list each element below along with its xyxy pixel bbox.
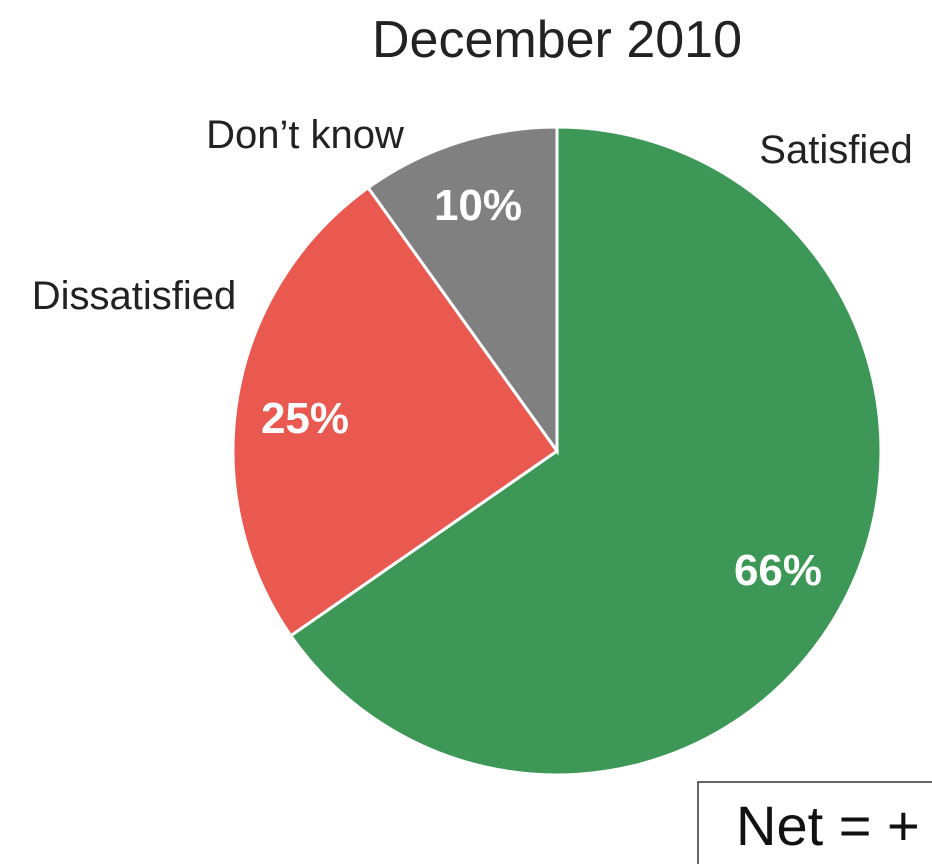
net-annotation: Net = + [697,781,932,864]
percent-labels: 66% 25% 10% [261,181,822,595]
pie-slice-satisfied [288,125,883,777]
pie-slice-dont-know [366,125,559,456]
chart-title: December 2010 [372,11,742,69]
value-label-dont-know: 10% [434,181,522,230]
pie-slice-dissatisfied [231,185,560,638]
category-label-dont-know: Don’t know [206,113,404,157]
category-labels: Satisfied Dissatisfied Don’t know [32,113,913,318]
slices-layer [231,125,883,777]
net-text: Net = + [736,794,920,857]
value-label-dissatisfied: 25% [261,394,349,443]
net-box [697,781,932,864]
category-label-dissatisfied: Dissatisfied [32,274,237,318]
category-label-satisfied: Satisfied [759,128,912,172]
value-label-satisfied: 66% [734,546,822,595]
